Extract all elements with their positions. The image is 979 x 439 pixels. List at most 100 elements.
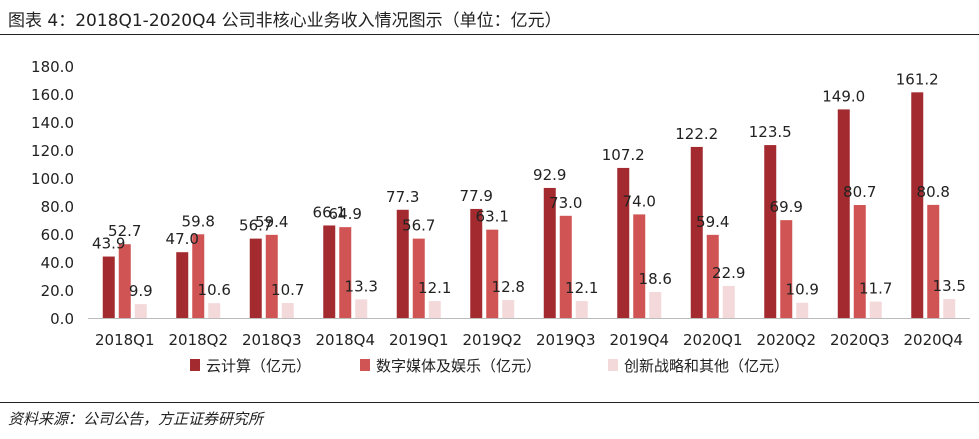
data-label: 22.9 <box>712 264 745 282</box>
bar <box>208 303 221 318</box>
bar <box>911 92 924 318</box>
bar <box>575 301 588 318</box>
y-tick-label: 60.0 <box>41 226 74 244</box>
data-label: 11.7 <box>859 280 892 298</box>
bar-group <box>543 187 588 318</box>
x-tick-label: 2020Q3 <box>830 331 890 349</box>
bar <box>339 227 352 318</box>
data-label: 59.4 <box>255 213 288 231</box>
legend-label: 云计算（亿元） <box>206 357 311 375</box>
bar <box>706 234 719 318</box>
y-axis: 0.0 20.0 40.0 60.0 80.0 100.0 120.0 140.0 160.0 1… <box>31 58 74 328</box>
bar-group <box>911 92 956 318</box>
x-tick-label: 2019Q3 <box>536 331 596 349</box>
bar <box>323 225 336 318</box>
bar-groups <box>102 92 956 319</box>
data-label: 122.2 <box>675 125 718 143</box>
bar <box>134 304 147 318</box>
data-label: 73.0 <box>549 194 582 212</box>
y-tick-label: 120.0 <box>31 142 74 160</box>
data-label: 64.9 <box>329 205 362 223</box>
bar <box>486 229 499 318</box>
data-label: 12.8 <box>492 278 525 296</box>
y-tick-label: 40.0 <box>41 254 74 272</box>
bar <box>764 145 777 318</box>
data-label: 77.9 <box>460 187 493 205</box>
legend-item: 创新战略和其他（亿元） <box>608 357 789 375</box>
data-label: 107.2 <box>602 146 645 164</box>
bar <box>796 302 809 318</box>
bar-group <box>617 167 662 318</box>
y-tick-label: 140.0 <box>31 114 74 132</box>
y-tick-label: 20.0 <box>41 282 74 300</box>
bar <box>355 299 368 318</box>
x-tick-label: 2019Q4 <box>609 331 669 349</box>
bar-group <box>249 234 294 318</box>
data-label: 10.6 <box>198 281 231 299</box>
bar <box>617 167 630 318</box>
data-label: 13.3 <box>345 277 378 295</box>
x-tick-label: 2020Q4 <box>903 331 963 349</box>
bar-group <box>690 146 735 318</box>
figure-title: 图表 4：2018Q1-2020Q4 公司非核心业务收入情况图示（单位：亿元） <box>8 11 562 31</box>
x-axis: 2018Q1 2018Q2 2018Q3 2018Q4 2019Q1 2019Q2 2019… <box>88 318 970 349</box>
x-tick-label: 2018Q3 <box>242 331 302 349</box>
data-label: 69.9 <box>770 198 803 216</box>
data-label: 161.2 <box>896 70 939 88</box>
bar-group <box>323 225 368 318</box>
bar <box>780 220 793 318</box>
data-label: 80.8 <box>917 183 950 201</box>
data-label: 10.9 <box>786 281 819 299</box>
legend-swatch <box>360 359 370 371</box>
y-tick-label: 100.0 <box>31 170 74 188</box>
data-label: 66.1 <box>313 203 346 221</box>
x-tick-label: 2019Q2 <box>462 331 522 349</box>
data-label: 74.0 <box>623 192 656 210</box>
data-label: 43.9 <box>92 235 125 253</box>
bar-group <box>396 209 441 318</box>
data-label: 56.7 <box>402 217 435 235</box>
bar <box>470 208 483 318</box>
bar <box>690 146 703 318</box>
bar <box>281 303 294 318</box>
y-tick-label: 80.0 <box>41 198 74 216</box>
data-label: 80.7 <box>843 183 876 201</box>
bar <box>102 256 115 318</box>
legend-swatch <box>608 359 618 371</box>
bar <box>722 285 735 318</box>
bar-group <box>176 234 221 318</box>
data-label: 63.1 <box>476 208 509 226</box>
bar <box>412 238 425 318</box>
data-label: 12.1 <box>565 279 598 297</box>
y-tick-label: 0.0 <box>50 310 74 328</box>
legend-item: 数字媒体及娱乐（亿元） <box>360 357 541 375</box>
bar <box>927 204 940 318</box>
bar <box>502 300 515 318</box>
legend: 云计算（亿元） 数字媒体及娱乐（亿元） 创新战略和其他（亿元） <box>190 357 789 375</box>
x-tick-label: 2018Q4 <box>315 331 375 349</box>
bar <box>559 215 572 318</box>
data-labels: 43.952.79.947.059.810.656.759.410.766.16… <box>92 70 966 300</box>
bar-group <box>764 145 809 318</box>
y-tick-label: 180.0 <box>31 58 74 76</box>
data-label: 59.4 <box>696 213 729 231</box>
x-tick-label: 2020Q2 <box>756 331 816 349</box>
legend-swatch <box>190 359 200 371</box>
bar <box>633 214 646 318</box>
y-tick-label: 160.0 <box>31 86 74 104</box>
legend-label: 创新战略和其他（亿元） <box>624 357 789 375</box>
bar <box>176 252 189 318</box>
x-tick-label: 2020Q1 <box>683 331 743 349</box>
data-label: 59.8 <box>182 212 215 230</box>
bar-group <box>837 109 882 319</box>
revenue-bar-chart: 0.0 20.0 40.0 60.0 80.0 100.0 120.0 140.0 160.0 1… <box>31 58 970 375</box>
bar <box>428 301 441 318</box>
data-label: 56.7 <box>239 217 272 235</box>
bar <box>869 301 882 318</box>
data-label: 77.3 <box>386 188 419 206</box>
bar-group <box>102 244 147 318</box>
legend-label: 数字媒体及娱乐（亿元） <box>376 357 541 375</box>
legend-item: 云计算（亿元） <box>190 357 311 375</box>
bar <box>118 244 131 318</box>
data-label: 123.5 <box>749 123 792 141</box>
